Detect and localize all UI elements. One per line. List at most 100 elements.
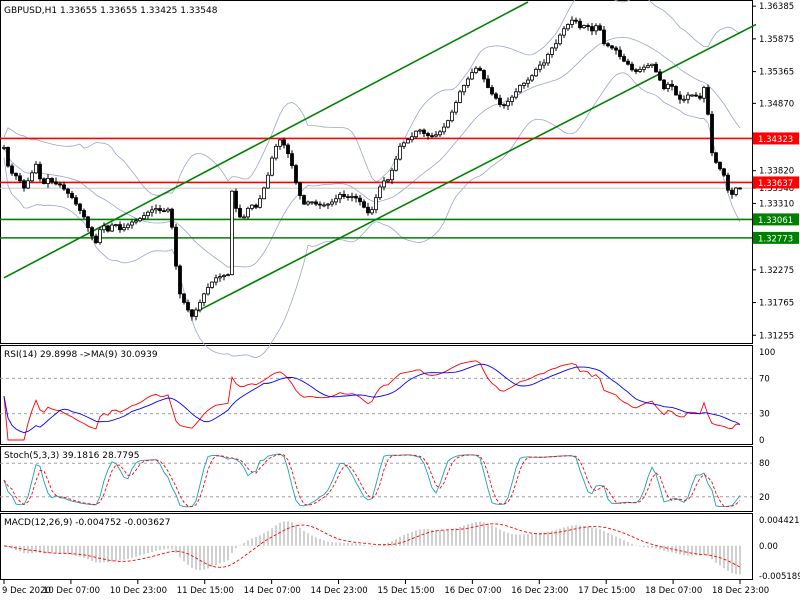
candle-body	[190, 309, 194, 317]
price-tick-label: 1.31765	[759, 299, 794, 309]
candle-body	[318, 203, 322, 206]
candle-body	[134, 220, 138, 223]
candle-body	[142, 215, 146, 220]
time-tick-label: 18 Dec 23:00	[712, 586, 769, 596]
candle-body	[210, 281, 214, 288]
candle-body	[6, 147, 10, 167]
price-tick-label: 1.36385	[759, 2, 794, 12]
candle-body	[346, 196, 350, 198]
candle-body	[474, 67, 478, 73]
stoch-axis-label: 20	[759, 493, 770, 503]
candle-body	[290, 153, 294, 166]
candle-body	[658, 71, 662, 81]
macd-axis-label: -0.005189	[759, 572, 800, 582]
time-tick-label: 18 Dec 07:00	[645, 586, 702, 596]
candle-body	[10, 165, 14, 174]
candle-body	[358, 197, 362, 203]
candle-body	[154, 208, 158, 211]
candle-body	[326, 203, 330, 206]
trend-channel	[3, 1, 757, 313]
candle-body	[434, 134, 438, 137]
candle-body	[610, 45, 614, 49]
candle-body	[490, 87, 494, 95]
candle-body	[694, 94, 698, 97]
candle-body	[310, 201, 314, 204]
candle-body	[50, 178, 54, 183]
candle-body	[522, 82, 526, 86]
candle-body	[422, 129, 426, 134]
price-tick-label: 1.31255	[759, 331, 794, 341]
stoch-d-line	[3, 454, 741, 508]
time-tick-label: 11 Dec 15:00	[177, 586, 234, 596]
candle-body	[394, 158, 398, 171]
candle-body	[362, 201, 366, 208]
candle-body	[54, 181, 58, 185]
candle-body	[26, 180, 30, 189]
candle-body	[46, 178, 50, 184]
candle-body	[478, 67, 482, 71]
time-tick-label: 16 Dec 07:00	[444, 586, 501, 596]
candle-body	[294, 165, 298, 184]
candle-body	[510, 96, 514, 102]
candle-body	[194, 309, 198, 317]
time-tick-label: 16 Dec 23:00	[511, 586, 568, 596]
candle-body	[22, 180, 26, 189]
price-axis: 1.36385 1.35875 1.35365 1.34870 1.34323 1.338…	[752, 2, 799, 341]
candle-body	[418, 129, 422, 132]
candle-body	[270, 157, 274, 176]
candle-body	[698, 95, 702, 99]
candle-body	[454, 102, 458, 113]
candle-body	[442, 126, 446, 133]
candle-body	[250, 204, 254, 209]
rsi-line	[3, 360, 741, 441]
candle-body	[70, 192, 74, 199]
candle-body	[266, 174, 270, 189]
rsi-pane-border	[0, 345, 753, 445]
candle-body	[222, 275, 226, 277]
candle-body	[78, 203, 82, 211]
candle-body	[74, 197, 78, 205]
candle-body	[634, 69, 638, 72]
candle-body	[214, 277, 218, 283]
candle-body	[218, 276, 222, 279]
candle-body	[58, 183, 62, 186]
rsi-axis-label: 100	[759, 348, 775, 358]
candle-body	[554, 43, 558, 49]
candle-body	[570, 19, 574, 25]
candle-body	[534, 68, 538, 77]
rsi-title: RSI(14) 29.8998 ->MA(9) 30.0939	[4, 350, 158, 360]
candle-body	[602, 29, 606, 45]
candle-body	[506, 101, 510, 107]
stoch-axis-label: 80	[759, 459, 770, 469]
candle-body	[650, 63, 654, 66]
candle-body	[2, 147, 6, 149]
candle-body	[274, 145, 278, 159]
candle-body	[150, 209, 154, 213]
candle-body	[354, 195, 358, 199]
level-tag-label: 1.32773	[758, 234, 793, 244]
candle-body	[226, 274, 230, 277]
candle-body	[246, 207, 250, 218]
candle-body	[146, 211, 150, 217]
candle-body	[662, 79, 666, 90]
candle-body	[126, 224, 130, 228]
candle-body	[718, 161, 722, 170]
candle-body	[706, 87, 710, 115]
candle-body	[518, 84, 522, 93]
candle-body	[550, 47, 554, 55]
candle-body	[130, 221, 134, 226]
time-tick-label: 15 Dec 15:00	[377, 586, 434, 596]
candle-body	[494, 93, 498, 99]
candle-body	[690, 94, 694, 97]
candle-body	[314, 201, 318, 205]
candle-body	[242, 216, 246, 219]
candle-body	[382, 180, 386, 188]
macd-axis-label: 0.00	[759, 542, 778, 552]
time-tick-label: 14 Dec 07:00	[244, 586, 301, 596]
candle-body	[370, 209, 374, 214]
candle-body	[402, 142, 406, 147]
candle-body	[714, 152, 718, 163]
candle-body	[606, 43, 610, 47]
candle-body	[94, 235, 98, 243]
candle-body	[106, 225, 110, 232]
